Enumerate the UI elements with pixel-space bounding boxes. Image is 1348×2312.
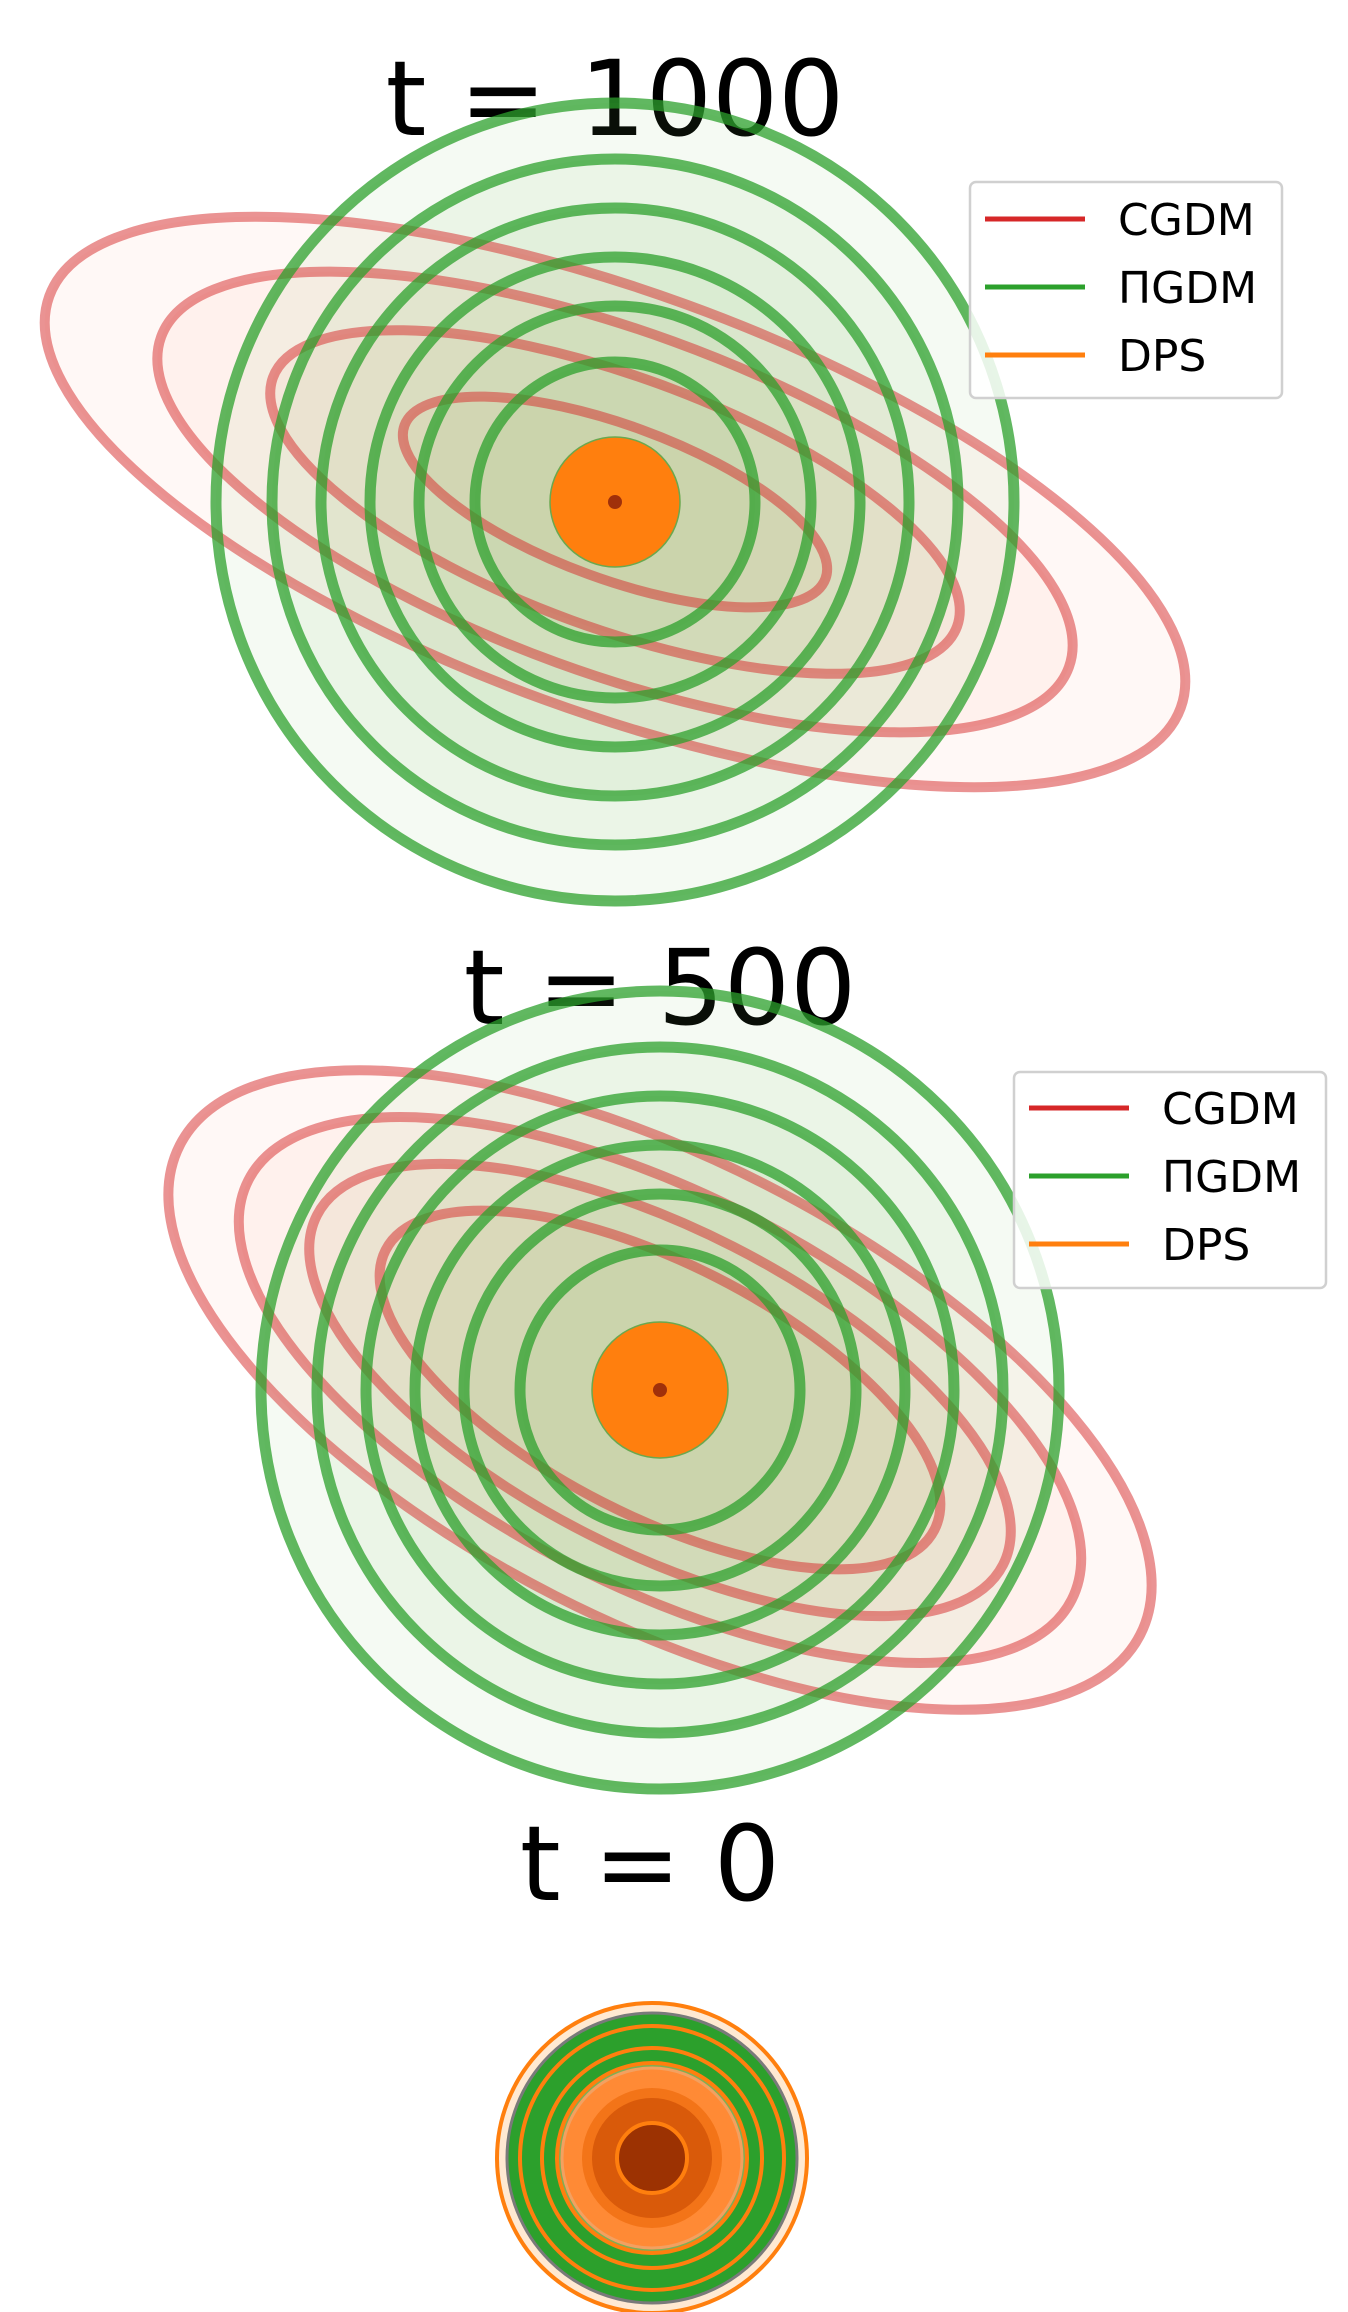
pgdm-contour [514,1244,806,1536]
dps-center-point [608,495,622,509]
legend-label-dps: DPS [1118,331,1206,382]
panel-t500-plot [163,985,1157,1795]
pgdm-contour [255,985,1065,1795]
panel-title-t0: t = 0 [520,1803,780,1925]
panel-t1000-plot [39,97,1191,907]
legend-label-cgdm: CGDM [1118,195,1255,246]
dps-contour [615,2121,689,2195]
panel-t500: t = 500 CGDM ΠGDM DPS [163,927,1328,1795]
cgdm-contour [152,266,1078,738]
dps-center-point [653,1383,667,1397]
pgdm-contour [360,1090,960,1690]
pgdm-contour [409,1139,911,1641]
panel-t1000: t = 1000 CGDM ΠGDM DPS [39,38,1284,907]
pgdm-contour [458,1188,862,1592]
cgdm-contour [374,1205,946,1575]
legend-label-dps: DPS [1162,1220,1250,1271]
dps-contour [518,2024,786,2292]
cgdm-contour [397,391,833,613]
legend-label-pgdm: ΠGDM [1118,263,1257,314]
legend-t1000: CGDM ΠGDM DPS [968,180,1284,400]
legend-label-pgdm: ΠGDM [1162,1152,1301,1203]
legend-t500: CGDM ΠGDM DPS [1012,1070,1328,1290]
panel-t0-plot [495,2001,809,2312]
cgdm-contour [39,211,1191,793]
pgdm-contour [413,300,817,704]
pgdm-contour [210,97,1020,907]
panel-t0: t = 0 [495,1803,809,2312]
cgdm-contour [304,1158,1016,1622]
cgdm-contour [163,1065,1157,1715]
legend-frame [1012,1070,1328,1290]
cgdm-contour [265,325,965,679]
pgdm-contour [311,1041,1009,1739]
pgdm-contour [364,251,866,753]
pgdm-contour [266,153,964,851]
pgdm-contour [469,356,761,648]
legend-label-cgdm: CGDM [1162,1084,1299,1135]
pgdm-contour [315,202,915,802]
legend-frame [968,180,1284,400]
